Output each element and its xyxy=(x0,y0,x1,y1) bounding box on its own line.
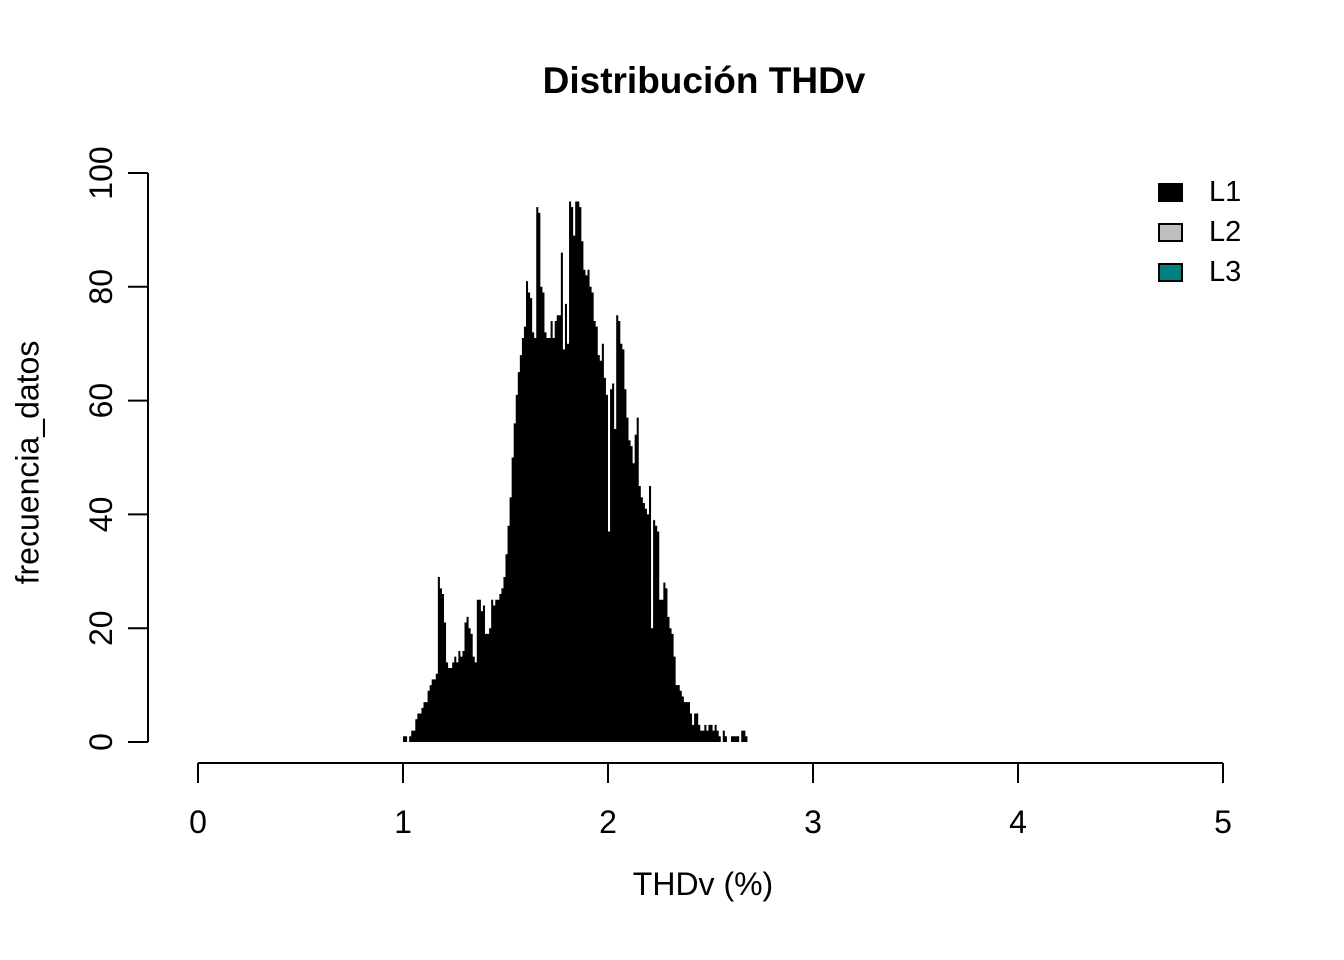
x-tick-label: 2 xyxy=(599,804,617,840)
x-tick-label: 5 xyxy=(1214,804,1232,840)
y-tick-label: 0 xyxy=(83,733,119,751)
x-tick-label: 4 xyxy=(1009,804,1027,840)
chart-title: Distribución THDv xyxy=(542,60,866,101)
legend-swatch-l3 xyxy=(1158,263,1183,282)
legend-label-l3: L3 xyxy=(1209,256,1242,288)
y-axis-label: frecuencia_datos xyxy=(9,340,46,585)
histogram-series-l1 xyxy=(403,201,748,742)
y-tick-label: 60 xyxy=(83,383,119,419)
x-tick-label: 1 xyxy=(394,804,412,840)
legend-item-l2: L2 xyxy=(1158,218,1241,247)
legend-label-l1: L1 xyxy=(1209,176,1242,208)
x-tick-label: 0 xyxy=(189,804,207,840)
y-tick-label: 100 xyxy=(83,146,119,199)
y-tick-label: 40 xyxy=(83,497,119,533)
legend: L1 L2 L3 xyxy=(1158,178,1241,287)
x-tick-label: 3 xyxy=(804,804,822,840)
legend-item-l3: L3 xyxy=(1158,258,1241,287)
x-axis-label: THDv (%) xyxy=(632,866,774,902)
y-tick-label: 80 xyxy=(83,269,119,305)
legend-label-l2: L2 xyxy=(1209,216,1242,248)
legend-swatch-l1 xyxy=(1158,183,1183,202)
y-tick-label: 20 xyxy=(83,610,119,646)
legend-swatch-l2 xyxy=(1158,223,1183,242)
legend-item-l1: L1 xyxy=(1158,178,1241,207)
